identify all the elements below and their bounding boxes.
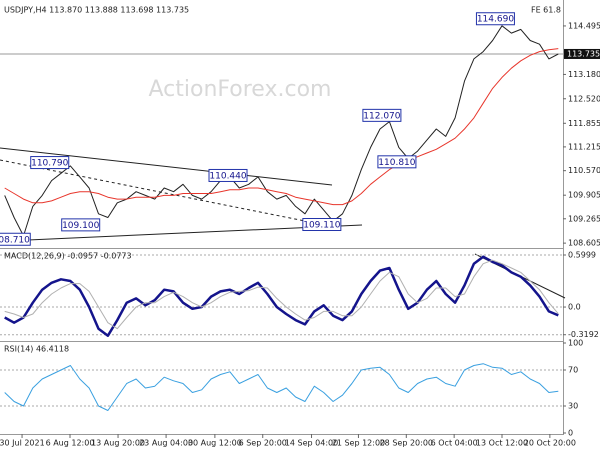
annotation-box (30, 156, 70, 170)
panel-title: MACD(12,26,9) -0.0957 -0.0773 (4, 252, 132, 261)
y-tick-label: 109.265 (568, 214, 600, 223)
y-tick-label: 110.570 (568, 166, 600, 175)
x-tick-label: 20 Oct 20:00 (524, 439, 576, 448)
annotation-box (362, 108, 402, 122)
annotation-label: 110.810 (378, 158, 415, 168)
series-line (4, 25, 559, 237)
y-tick-label: 112.520 (568, 94, 600, 103)
x-tick-label: 23 Aug 04:00 (139, 439, 193, 448)
series-line (4, 259, 559, 330)
y-tick-label: 109.905 (568, 191, 600, 200)
annotation-box (61, 218, 101, 232)
series-line (4, 48, 559, 206)
annotation-label: 114.690 (477, 15, 514, 25)
y-tick-label: 30 (568, 402, 578, 411)
annotation-box (377, 155, 417, 169)
x-tick-label: 6 Aug 12:00 (46, 439, 95, 448)
annotation-box (475, 12, 515, 26)
y-tick-label: 70 (568, 366, 578, 375)
current-price-box (564, 48, 600, 59)
y-tick-label: 111.855 (568, 119, 600, 128)
x-tick-label: 30 Aug 12:00 (188, 439, 242, 448)
x-tick-label: 13 Aug 20:00 (91, 439, 145, 448)
y-tick-label: 0 (568, 429, 573, 438)
x-tick-label: 30 Jul 2021 (0, 439, 45, 448)
series-line (4, 363, 559, 411)
y-tick-label: 114.495 (568, 21, 600, 30)
fe-label: FE 61.8 (531, 6, 561, 15)
x-tick-label: 6 Sep 20:00 (239, 439, 287, 448)
annotation-box (302, 218, 342, 232)
series-line (4, 255, 559, 337)
x-tick-label: 28 Sep 20:00 (380, 439, 433, 448)
annotation-label: 109.100 (62, 221, 99, 231)
trend-line (0, 147, 333, 186)
y-tick-label: 0.5999 (568, 251, 596, 260)
annotation-box (0, 232, 31, 246)
annotation-label: 108.710 (0, 235, 30, 245)
y-tick-label: 108.605 (568, 239, 600, 248)
annotation-label: 112.070 (363, 111, 400, 121)
current-price-label: 113.735 (567, 49, 600, 58)
y-tick-label: 0.0 (568, 303, 581, 312)
watermark: ActionForex.com (149, 77, 332, 102)
annotation-box (208, 168, 248, 182)
x-tick-label: 21 Sep 12:00 (332, 439, 385, 448)
frame (0, 0, 564, 435)
x-tick-label: 14 Sep 04:00 (285, 439, 338, 448)
annotation-label: 110.790 (31, 159, 68, 169)
y-tick-label: 111.215 (568, 142, 600, 151)
x-tick-label: 6 Oct 04:00 (431, 439, 478, 448)
y-tick-label: 113.180 (568, 70, 600, 79)
panel-title: USDJPY,H4 113.870 113.888 113.698 113.73… (4, 6, 189, 15)
panel-title: RSI(14) 46.4118 (4, 345, 69, 354)
y-tick-label: -0.3192 (568, 330, 599, 339)
annotation-label: 110.440 (209, 171, 246, 181)
x-tick-label: 13 Oct 12:00 (476, 439, 528, 448)
y-tick-label: 100 (568, 339, 583, 348)
annotation-label: 109.110 (303, 221, 340, 231)
trend-line (0, 159, 331, 227)
